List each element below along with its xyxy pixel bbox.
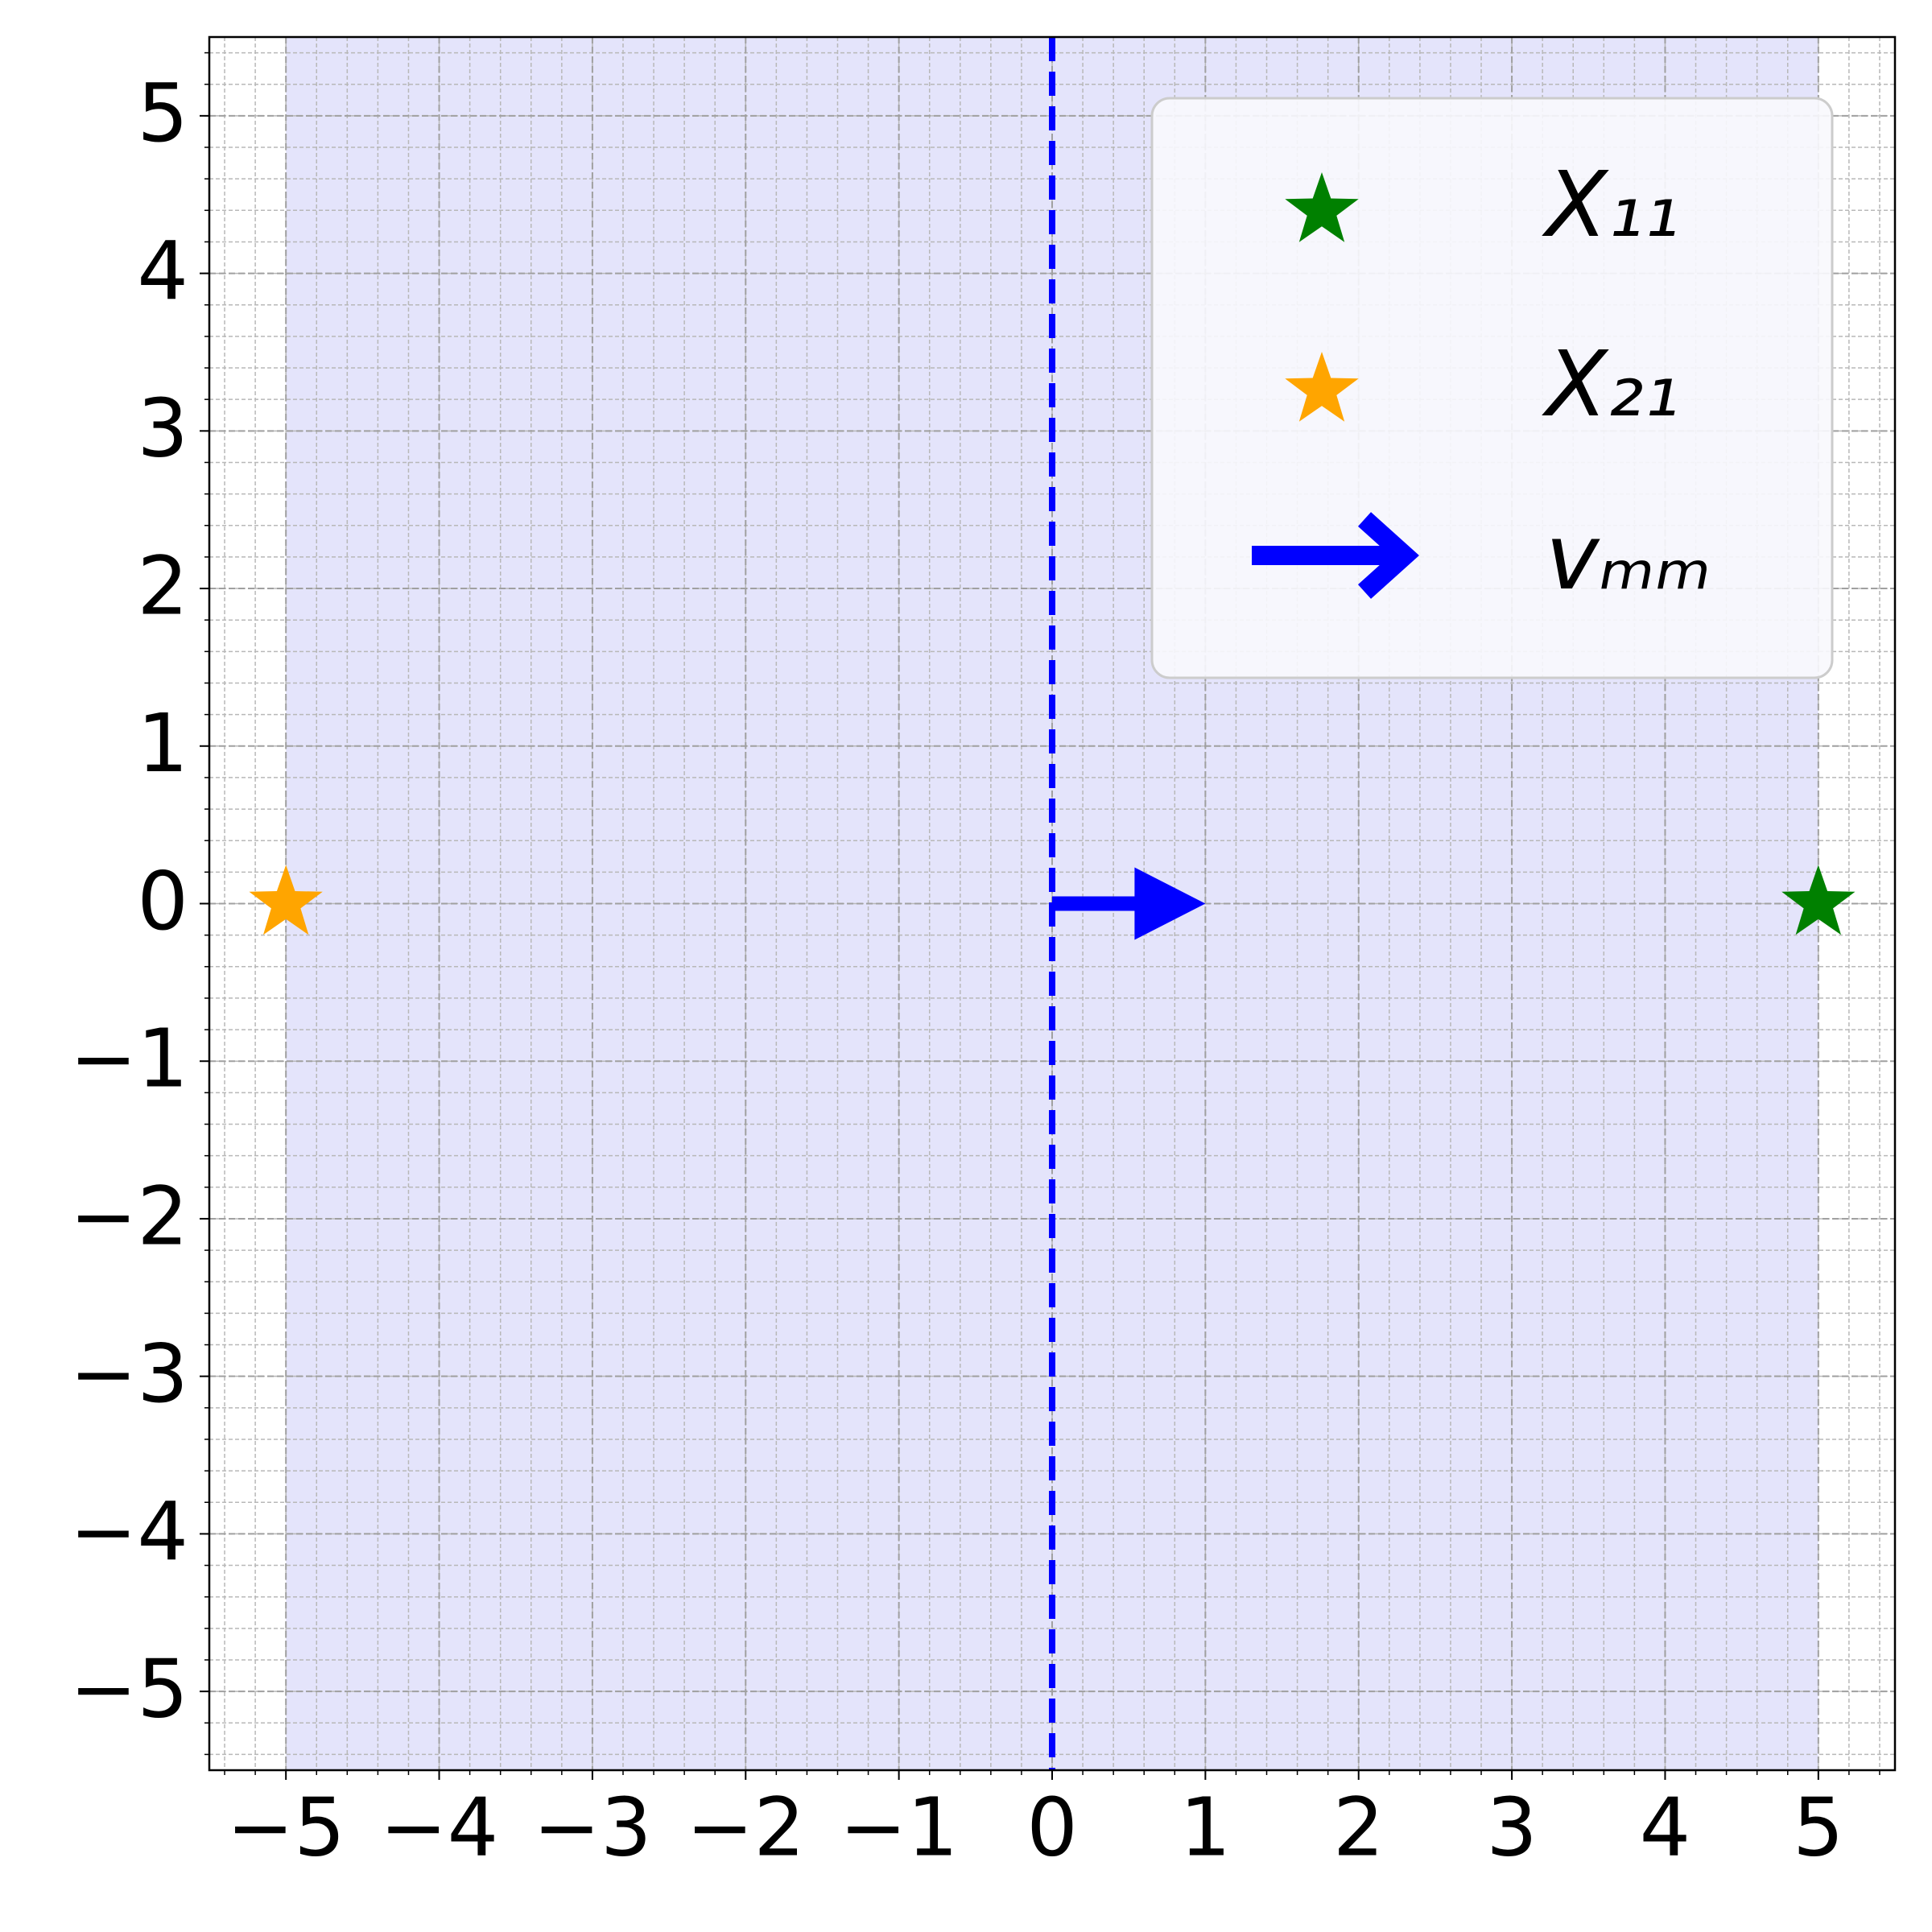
legend-label: vₘₘ (1546, 506, 1711, 610)
legend: X₁₁ X₂₁ vₘₘ (1150, 97, 1834, 679)
x-tick-label: 1 (1180, 1780, 1232, 1874)
y-tick-label: 4 (137, 224, 188, 318)
x-tick-label: 4 (1640, 1780, 1691, 1874)
y-tick-label: 3 (137, 382, 188, 476)
star-marker (249, 865, 323, 935)
x-tick-label: 3 (1486, 1780, 1538, 1874)
x-tick-label: −2 (687, 1780, 805, 1874)
y-tick-label: −4 (70, 1484, 188, 1579)
vector-arrow (1052, 867, 1206, 940)
plot-frame (208, 35, 1897, 1772)
y-tick-label: 5 (137, 66, 188, 160)
x-tick-label: −3 (533, 1780, 651, 1874)
y-tick-label: 1 (137, 696, 188, 791)
star-marker (1781, 865, 1856, 935)
x-tick-label: 2 (1333, 1780, 1385, 1874)
legend-label: X₁₁ (1542, 153, 1680, 258)
legend-marker (1252, 512, 1419, 599)
y-tick-label: −5 (70, 1641, 188, 1736)
legend-label: X₂₁ (1542, 332, 1680, 437)
legend-marker (1285, 352, 1359, 422)
y-tick-label: 0 (137, 854, 188, 948)
y-tick-label: 2 (137, 539, 188, 633)
y-tick-label: −1 (70, 1012, 188, 1106)
legend-marker (1285, 172, 1359, 242)
x-tick-label: 5 (1793, 1780, 1844, 1874)
x-tick-label: −5 (226, 1780, 345, 1874)
y-tick-label: −3 (70, 1327, 188, 1421)
y-tick-label: −2 (70, 1169, 188, 1263)
x-tick-label: −1 (840, 1780, 958, 1874)
x-tick-label: −4 (380, 1780, 498, 1874)
x-tick-label: 0 (1026, 1780, 1078, 1874)
legend-box (1150, 97, 1834, 679)
